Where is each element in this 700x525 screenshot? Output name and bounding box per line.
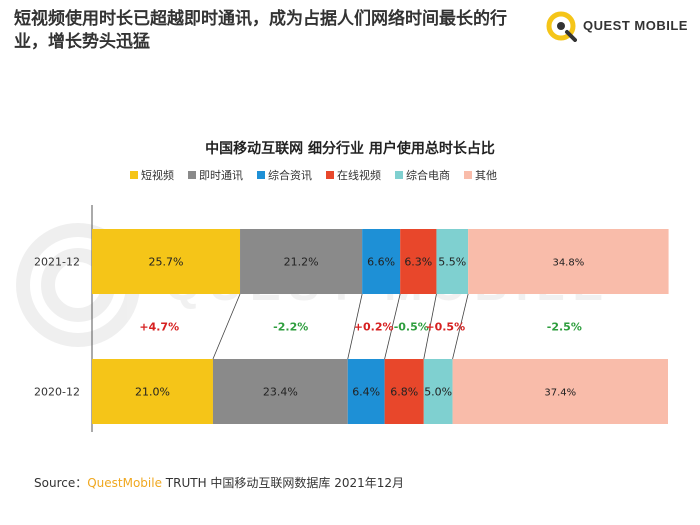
legend-swatch xyxy=(257,171,265,179)
bar-segment xyxy=(423,359,453,424)
change-label: -2.5% xyxy=(547,321,582,334)
bar-segment xyxy=(347,359,385,424)
legend-swatch xyxy=(188,171,196,179)
chart-legend: 短视频 即时通讯 综合资讯 在线视频 综合电商 其他 xyxy=(130,167,497,183)
legend-label: 短视频 xyxy=(141,169,174,182)
legend-label: 其他 xyxy=(475,169,497,182)
legend-label: 综合资讯 xyxy=(268,169,312,182)
source-note: Source：QuestMobile TRUTH 中国移动互联网数据库 2021… xyxy=(34,474,404,491)
bar-segment xyxy=(362,229,401,294)
bar-segment xyxy=(92,359,213,424)
legend-swatch xyxy=(130,171,138,179)
bar-segment xyxy=(92,229,241,294)
data-label: 5.0% xyxy=(424,386,452,399)
data-label: 37.4% xyxy=(544,388,576,399)
source-prefix: Source： xyxy=(34,476,88,490)
change-label: -0.5% xyxy=(394,321,429,334)
category-label: 2021-12 xyxy=(34,256,80,269)
bar-segment xyxy=(452,359,668,424)
legend-swatch xyxy=(395,171,403,179)
legend-item: 短视频 xyxy=(130,167,174,183)
connector-line xyxy=(452,293,469,360)
connector-line xyxy=(212,293,241,360)
headline: 短视频使用时长已超越即时通讯，成为占据人们网络时间最长的行业，增长势头迅猛 xyxy=(14,9,507,52)
chart-title: 中国移动互联网 细分行业 用户使用总时长占比 xyxy=(205,141,495,157)
legend-label: 即时通讯 xyxy=(199,169,243,182)
quest-mobile-logo-icon xyxy=(546,11,577,42)
legend-swatch xyxy=(326,171,334,179)
bar-segment xyxy=(240,229,363,294)
connector-line xyxy=(384,293,401,360)
bar-segment xyxy=(468,229,669,294)
source-brand: QuestMobile xyxy=(87,476,162,490)
legend-item: 综合资讯 xyxy=(257,167,312,183)
data-label: 25.7% xyxy=(149,256,184,269)
category-label: 2020-12 xyxy=(34,386,80,399)
legend-label: 综合电商 xyxy=(406,169,450,182)
brand-logo: QUEST MOBILE xyxy=(545,10,695,46)
source-rest: TRUTH 中国移动互联网数据库 2021年12月 xyxy=(161,476,405,490)
connector-line xyxy=(347,293,363,360)
change-label: -2.2% xyxy=(273,321,308,334)
change-label: +4.7% xyxy=(139,321,179,334)
data-label: 34.8% xyxy=(552,258,584,269)
data-label: 21.0% xyxy=(135,386,170,399)
bar-segment xyxy=(212,359,348,424)
bar-segment xyxy=(384,359,424,424)
legend-item: 在线视频 xyxy=(326,167,381,183)
bar-segment xyxy=(400,229,437,294)
data-label: 6.4% xyxy=(352,386,380,399)
bar-segment xyxy=(436,229,469,294)
change-label: +0.5% xyxy=(425,321,465,334)
legend-item: 即时通讯 xyxy=(188,167,243,183)
data-label: 23.4% xyxy=(263,386,298,399)
change-label: +0.2% xyxy=(354,321,394,334)
legend-item: 综合电商 xyxy=(395,167,450,183)
data-label: 5.5% xyxy=(438,256,466,269)
data-label: 6.8% xyxy=(390,386,418,399)
legend-label: 在线视频 xyxy=(337,169,381,182)
logo-text: QUEST MOBILE xyxy=(583,18,688,33)
legend-swatch xyxy=(464,171,472,179)
data-label: 21.2% xyxy=(284,256,319,269)
legend-item: 其他 xyxy=(464,167,497,183)
data-label: 6.3% xyxy=(404,256,432,269)
data-label: 6.6% xyxy=(367,256,395,269)
connector-line xyxy=(423,293,437,360)
